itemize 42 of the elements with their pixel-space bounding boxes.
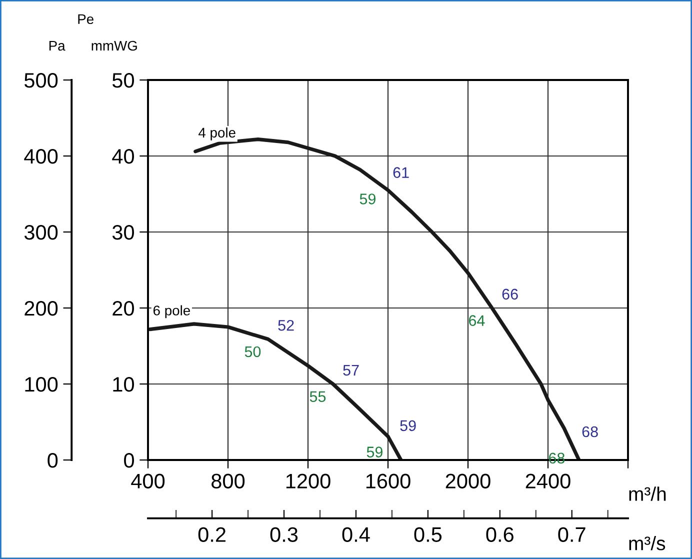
annotation: 59 (366, 446, 382, 458)
y2-tick-label: 0 (48, 453, 58, 468)
y-tick-label: 40 (112, 149, 134, 164)
x2-tick-label: 0.4 (342, 527, 370, 542)
x-tick-label: 1200 (286, 474, 330, 488)
y2-tick-label: 100 (25, 377, 58, 392)
y-axis-title: mmWG (92, 40, 137, 51)
series-label: 6 pole (153, 305, 190, 318)
y-tick-label: 30 (112, 225, 134, 240)
x2-tick-label: 0.5 (414, 527, 442, 542)
y2-tick-label: 300 (24, 225, 58, 240)
x2-tick-label: 0.7 (558, 527, 586, 542)
annotation: 50 (244, 346, 261, 358)
x-tick-label: 800 (212, 474, 245, 488)
x2-axis-title: m³/s (629, 536, 666, 550)
y2-tick-label: 400 (24, 149, 58, 164)
y-tick-label: 10 (113, 377, 134, 392)
y-tick-label: 20 (112, 301, 134, 316)
annotation: 64 (469, 315, 485, 326)
annotation: 59 (400, 420, 416, 432)
annotation: 68 (582, 426, 598, 438)
x-tick-label: 2400 (526, 474, 570, 488)
x2-tick-label: 0.2 (198, 527, 226, 542)
text: Pe (78, 14, 94, 24)
annotation: 61 (393, 167, 409, 178)
y2-axis-title: Pa (49, 40, 66, 51)
x2-tick-label: 0.3 (270, 527, 298, 542)
x-tick-label: 400 (131, 474, 165, 488)
annotation: 57 (343, 364, 359, 376)
x2-tick-label: 0.6 (486, 527, 514, 542)
annotation: 66 (502, 288, 518, 300)
y-tick-label: 0 (124, 453, 134, 468)
annotation: 52 (278, 320, 294, 331)
x-axis-title: m³/h (629, 486, 666, 501)
y2-tick-label: 200 (24, 301, 58, 316)
x-tick-label: 1600 (366, 474, 410, 488)
annotation: 59 (360, 194, 376, 204)
y2-tick-label: 500 (24, 73, 58, 88)
annotation: 55 (310, 391, 326, 402)
series-label: 4 pole (198, 127, 236, 140)
y-tick-label: 50 (112, 73, 134, 88)
x-tick-label: 2000 (446, 474, 490, 488)
